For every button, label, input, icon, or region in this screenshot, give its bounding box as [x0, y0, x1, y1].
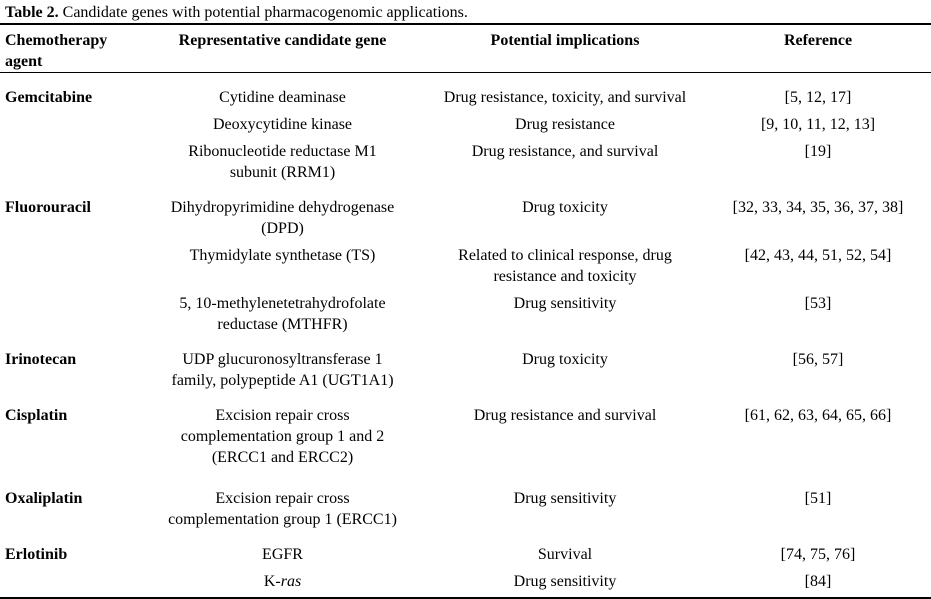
agent-cell: Oxaliplatin	[5, 490, 83, 507]
table-row: Fluorouracil Dihydropyrimidine dehydrogen…	[0, 183, 931, 239]
gene-name-plain: K-	[263, 573, 281, 590]
table-row: Deoxycytidine kinase Drug resistance [9, 1…	[0, 108, 931, 135]
table-row: Ribonucleotide reductase M1 subunit (RRM…	[0, 135, 931, 183]
reference-cell: [53]	[804, 295, 832, 312]
reference-cell: [42, 43, 44, 51, 52, 54]	[744, 247, 892, 264]
table-row: Gemcitabine Cytidine deaminase Drug resist…	[0, 73, 931, 109]
table-caption-label: Table 2.	[5, 4, 59, 21]
table-caption: Table 2. Candidate genes with potential …	[0, 0, 931, 25]
agent-cell: Cisplatin	[5, 407, 68, 424]
gene-cell: Thymidylate synthetase (TS)	[189, 247, 376, 264]
implications-cell: Drug sensitivity	[513, 573, 617, 590]
gene-cell: UDP glucuronosyltransferase 1 family, po…	[171, 351, 394, 389]
gene-cell: Ribonucleotide reductase M1 subunit (RRM…	[188, 143, 377, 181]
gene-cell: Cytidine deaminase	[219, 89, 346, 106]
agent-cell: Erlotinib	[5, 546, 68, 563]
agent-cell	[0, 108, 140, 135]
table-row: Oxaliplatin Excision repair cross complem…	[0, 468, 931, 530]
agent-cell	[0, 135, 140, 183]
implications-cell: Drug resistance and survival	[473, 407, 657, 424]
implications-cell: Related to clinical response, drug resis…	[458, 247, 672, 285]
agent-cell: Irinotecan	[5, 351, 77, 368]
gene-cell: Excision repair cross complementation gr…	[168, 490, 397, 528]
agent-cell	[0, 565, 140, 598]
table-caption-text: Candidate genes with potential pharmacog…	[58, 4, 468, 21]
gene-name-italic: ras	[280, 573, 302, 590]
table-row: Thymidylate synthetase (TS) Related to cl…	[0, 239, 931, 287]
pharmacogenomics-table: Chemotherapy agent Representative candid…	[0, 25, 931, 599]
implications-cell: Drug resistance, and survival	[471, 143, 659, 160]
table-row: Erlotinib EGFR Survival [74, 75, 76]	[0, 530, 931, 565]
gene-cell: Excision repair cross complementation gr…	[180, 407, 385, 466]
reference-cell: [61, 62, 63, 64, 65, 66]	[744, 407, 892, 424]
implications-cell: Drug toxicity	[522, 351, 608, 368]
implications-cell: Drug toxicity	[522, 199, 608, 216]
reference-cell: [56, 57]	[792, 351, 844, 368]
reference-cell: [19]	[804, 143, 832, 160]
reference-cell: [84]	[804, 573, 832, 590]
agent-cell	[0, 287, 140, 335]
gene-cell: EGFR	[262, 546, 303, 563]
reference-cell: [9, 10, 11, 12, 13]	[760, 116, 876, 133]
implications-cell: Survival	[537, 546, 593, 563]
gene-cell: Dihydropyrimidine dehydrogenase (DPD)	[170, 199, 395, 237]
col-header-implications: Potential implications	[425, 25, 705, 73]
agent-cell: Gemcitabine	[5, 89, 93, 106]
table-row: Irinotecan UDP glucuronosyltransferase 1 …	[0, 335, 931, 391]
table-body: Gemcitabine Cytidine deaminase Drug resist…	[0, 73, 931, 599]
reference-cell: [51]	[804, 490, 832, 507]
gene-cell: K-ras	[140, 565, 425, 598]
implications-cell: Drug resistance, toxicity, and survival	[443, 89, 687, 106]
reference-cell: [32, 33, 34, 35, 36, 37, 38]	[732, 199, 904, 216]
reference-cell: [74, 75, 76]	[780, 546, 856, 563]
table-row: K-ras Drug sensitivity [84]	[0, 565, 931, 598]
col-header-reference: Reference	[705, 25, 931, 73]
table-row: Cisplatin Excision repair cross complemen…	[0, 391, 931, 468]
col-header-gene: Representative candidate gene	[140, 25, 425, 73]
implications-cell: Drug resistance	[515, 116, 615, 133]
agent-cell	[0, 239, 140, 287]
gene-cell: 5, 10-methylenetetrahydrofolate reductas…	[179, 295, 386, 333]
header-row: Chemotherapy agent Representative candid…	[0, 25, 931, 73]
implications-cell: Drug sensitivity	[513, 295, 617, 312]
table-row: 5, 10-methylenetetrahydrofolate reductas…	[0, 287, 931, 335]
gene-cell: Deoxycytidine kinase	[212, 116, 353, 133]
agent-cell: Fluorouracil	[5, 199, 91, 216]
col-header-agent: Chemotherapy agent	[0, 25, 140, 73]
reference-cell: [5, 12, 17]	[784, 89, 852, 106]
implications-cell: Drug sensitivity	[513, 490, 617, 507]
